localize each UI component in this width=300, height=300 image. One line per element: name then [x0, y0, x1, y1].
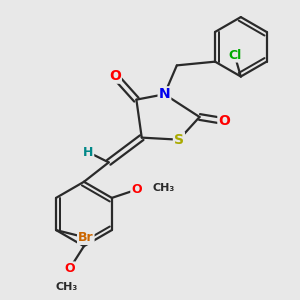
Text: O: O: [64, 262, 75, 275]
Text: O: O: [131, 183, 142, 196]
Text: Br: Br: [78, 231, 94, 244]
Text: O: O: [109, 69, 121, 83]
Text: H: H: [83, 146, 93, 159]
Text: Cl: Cl: [228, 49, 241, 62]
Text: N: N: [159, 87, 170, 101]
Text: CH₃: CH₃: [55, 282, 77, 292]
Text: O: O: [218, 114, 230, 128]
Text: S: S: [174, 133, 184, 147]
Text: CH₃: CH₃: [152, 183, 175, 193]
